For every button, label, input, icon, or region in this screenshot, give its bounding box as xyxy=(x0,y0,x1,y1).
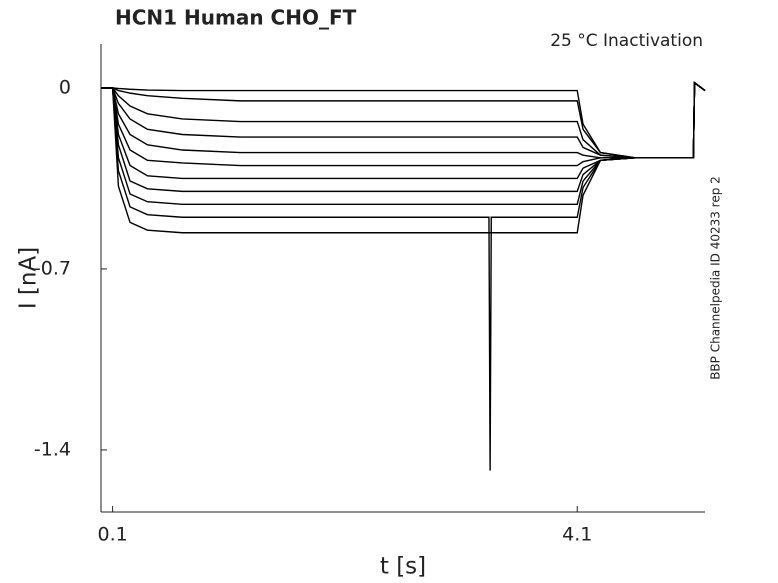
trace xyxy=(101,81,706,159)
trace xyxy=(101,81,706,234)
y-tick-label: -0.7 xyxy=(34,257,71,279)
x-tick-label: 0.1 xyxy=(98,524,128,546)
trace xyxy=(101,81,706,159)
y-tick-label: 0 xyxy=(59,76,71,98)
y-tick-label: -1.4 xyxy=(34,438,71,460)
trace xyxy=(101,81,706,471)
trace xyxy=(101,81,706,159)
chart-title: HCN1 Human CHO_FT xyxy=(115,6,357,30)
y-axis-label: I [nA] xyxy=(16,247,42,309)
trace xyxy=(101,81,706,180)
annotation: 25 °C Inactivation xyxy=(550,31,703,51)
trace xyxy=(101,81,706,159)
x-tick-label: 4.1 xyxy=(562,524,592,546)
x-axis-label: t [s] xyxy=(380,554,426,580)
trace xyxy=(101,81,706,159)
side-note: BBP Channelpedia ID 40233 rep 2 xyxy=(709,176,723,380)
